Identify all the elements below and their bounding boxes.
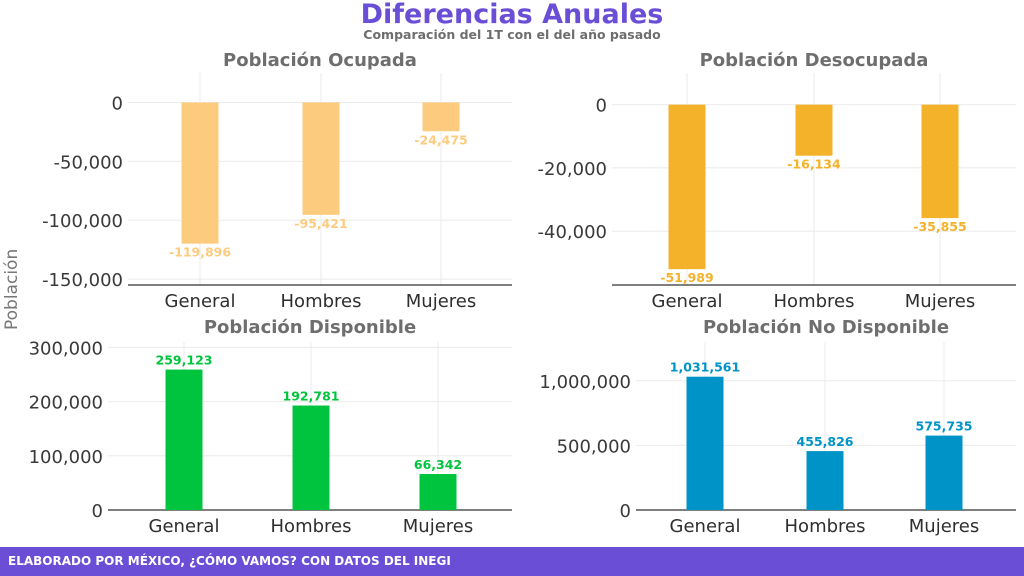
x-tick-label: Hombres bbox=[271, 516, 352, 537]
bar bbox=[419, 474, 457, 510]
footer-credit: ELABORADO POR MÉXICO, ¿CÓMO VAMOS? CON D… bbox=[0, 547, 1024, 576]
main-title: Diferencias Anuales bbox=[360, 0, 664, 30]
bar bbox=[925, 435, 963, 510]
x-tick-label: General bbox=[652, 291, 723, 312]
y-tick-label: -150,000 bbox=[42, 270, 123, 291]
y-tick-label: -100,000 bbox=[42, 211, 123, 232]
charts-area: Población Ocupada 0 -50,000 -100,000 -150,00… bbox=[29, 50, 1016, 537]
data-label: -119,896 bbox=[169, 245, 231, 260]
data-label: -24,475 bbox=[414, 132, 467, 147]
panel-title: Población No Disponible bbox=[703, 317, 949, 338]
y-tick-label: 0 bbox=[620, 501, 631, 522]
x-tick-label: Mujeres bbox=[403, 516, 473, 537]
data-label: -16,134 bbox=[787, 157, 841, 172]
bar bbox=[422, 102, 460, 132]
x-tick-label: Hombres bbox=[774, 291, 855, 312]
y-tick-label: 300,000 bbox=[29, 338, 103, 359]
subtitle: Comparación del 1T con el del año pasado bbox=[363, 27, 661, 42]
bar bbox=[302, 102, 340, 215]
panel-title: Población Ocupada bbox=[223, 50, 417, 71]
y-tick-label: -50,000 bbox=[54, 152, 123, 173]
panel-title: Población Desocupada bbox=[700, 50, 929, 71]
data-label: -51,989 bbox=[660, 270, 713, 285]
x-tick-label: Mujeres bbox=[909, 516, 979, 537]
y-tick-label: -20,000 bbox=[538, 159, 607, 180]
y-tick-label: 200,000 bbox=[29, 393, 103, 414]
bar bbox=[668, 104, 706, 270]
x-tick-label: General bbox=[670, 516, 741, 537]
bar bbox=[686, 376, 724, 510]
bar bbox=[806, 451, 844, 510]
bar bbox=[921, 104, 959, 219]
bar bbox=[165, 369, 203, 510]
bar bbox=[795, 104, 833, 156]
y-tick-label: 0 bbox=[92, 501, 103, 522]
data-label: 192,781 bbox=[283, 389, 340, 404]
x-tick-label: Hombres bbox=[281, 291, 362, 312]
y-tick-label: 100,000 bbox=[29, 447, 103, 468]
data-label: 575,735 bbox=[916, 419, 973, 434]
y-tick-label: 0 bbox=[596, 96, 607, 117]
y-tick-label: -40,000 bbox=[538, 222, 607, 243]
x-tick-label: Mujeres bbox=[905, 291, 975, 312]
x-tick-label: General bbox=[149, 516, 220, 537]
bar bbox=[181, 102, 219, 244]
data-label: 1,031,561 bbox=[670, 360, 740, 375]
y-tick-label: 500,000 bbox=[557, 436, 631, 457]
data-label: -95,421 bbox=[294, 216, 347, 231]
data-label: 455,826 bbox=[797, 434, 854, 449]
x-tick-label: Hombres bbox=[785, 516, 866, 537]
bar bbox=[292, 405, 330, 510]
y-tick-label: 0 bbox=[112, 93, 123, 114]
x-tick-label: General bbox=[165, 291, 236, 312]
y-tick-label: 1,000,000 bbox=[539, 372, 631, 393]
x-tick-label: Mujeres bbox=[406, 291, 476, 312]
panel-title: Población Disponible bbox=[204, 317, 416, 338]
data-label: -35,855 bbox=[913, 219, 966, 234]
data-label: 259,123 bbox=[156, 353, 213, 368]
data-label: 66,342 bbox=[414, 457, 462, 472]
